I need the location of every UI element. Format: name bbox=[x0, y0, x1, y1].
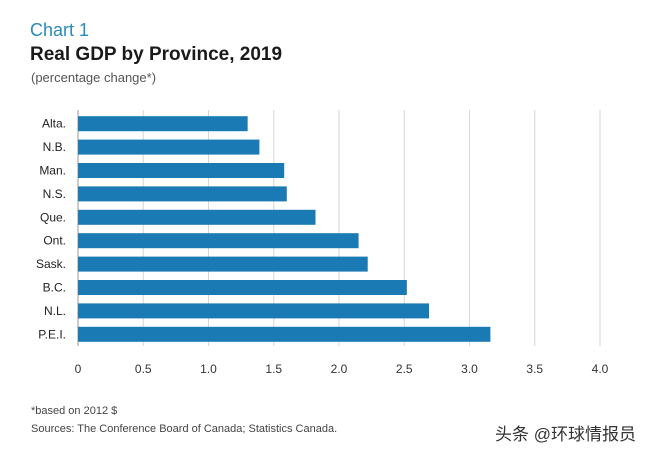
x-tick-label: 1.0 bbox=[200, 362, 217, 376]
bar bbox=[78, 303, 430, 319]
bar bbox=[78, 209, 316, 225]
bar bbox=[78, 186, 287, 202]
category-label: Ont. bbox=[43, 234, 66, 248]
x-tick-label: 2.5 bbox=[396, 362, 413, 376]
x-tick-label: 0 bbox=[75, 362, 82, 376]
x-tick-label: 3.0 bbox=[461, 362, 478, 376]
category-label: B.C. bbox=[43, 281, 66, 295]
x-tick-label: 2.0 bbox=[331, 362, 348, 376]
category-label: Alta. bbox=[42, 117, 66, 131]
chart-subtitle: (percentage change*) bbox=[31, 70, 157, 85]
bar bbox=[78, 233, 359, 249]
watermark: 头条 @环球情报员 bbox=[495, 425, 636, 444]
x-tick-label: 1.5 bbox=[265, 362, 282, 376]
bar bbox=[78, 139, 260, 155]
category-label: Sask. bbox=[36, 257, 66, 271]
x-tick-label: 4.0 bbox=[592, 362, 609, 376]
x-tick-label: 3.5 bbox=[526, 362, 543, 376]
category-label: P.E.I. bbox=[38, 327, 66, 341]
bar bbox=[78, 116, 248, 132]
category-label: Man. bbox=[39, 164, 66, 178]
x-tick-label: 0.5 bbox=[135, 362, 152, 376]
bar bbox=[78, 163, 285, 178]
bar bbox=[78, 280, 407, 295]
chart-title: Real GDP by Province, 2019 bbox=[30, 44, 283, 65]
source-note: Sources: The Conference Board of Canada;… bbox=[31, 423, 338, 435]
category-label: N.S. bbox=[43, 187, 66, 201]
bar bbox=[78, 256, 368, 272]
category-label: N.L. bbox=[44, 304, 66, 318]
chart-label: Chart 1 bbox=[30, 20, 90, 40]
category-label: Que. bbox=[40, 210, 66, 224]
bar bbox=[78, 326, 491, 342]
category-label: N.B. bbox=[43, 140, 66, 154]
footnote: *based on 2012 $ bbox=[31, 405, 118, 417]
